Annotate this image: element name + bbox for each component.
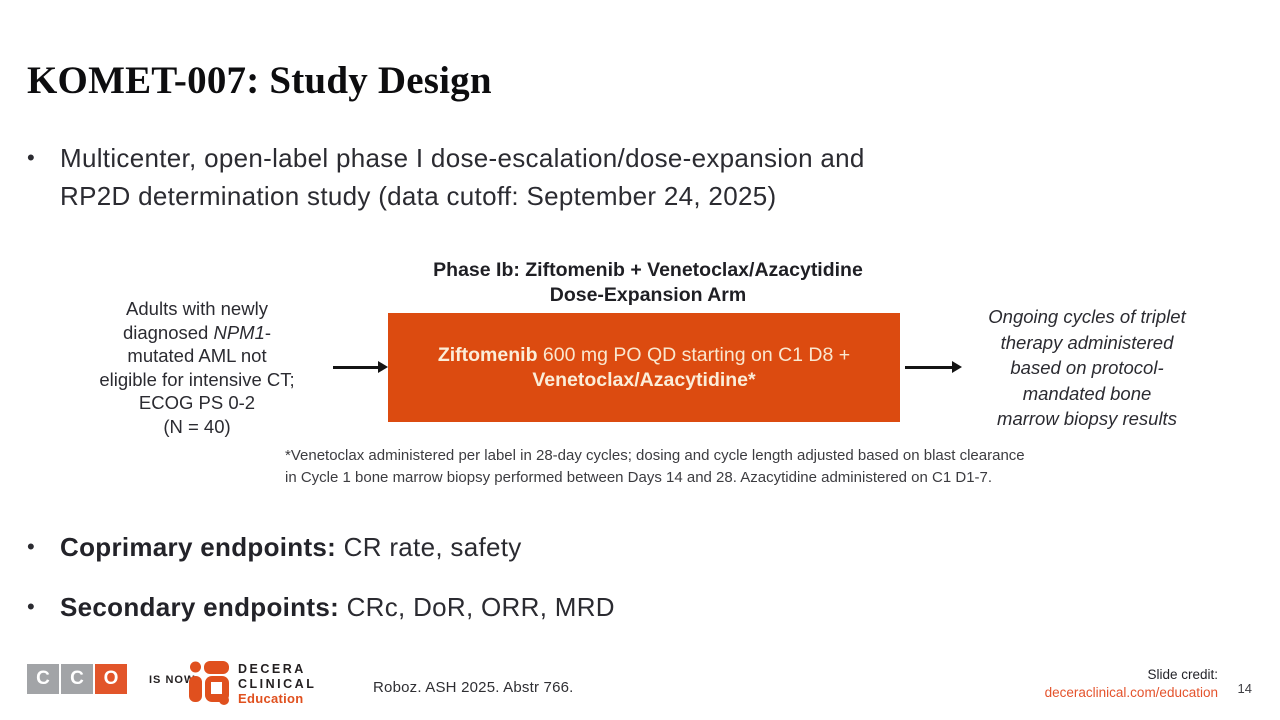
secondary-endpoints-label: Secondary endpoints: — [60, 592, 340, 622]
decera-logo-line1: DECERA — [238, 662, 306, 676]
population-text-part2: - mutated AML not eligible for intensive… — [99, 321, 295, 437]
bullet-marker: • — [27, 145, 36, 170]
page-title: KOMET-007: Study Design — [27, 59, 492, 102]
decera-clinical-logo: DECERA CLINICAL Education — [189, 660, 316, 706]
decera-logo-icon — [189, 661, 229, 705]
page-number: 14 — [1237, 681, 1252, 696]
slide-credit: Slide credit: deceraclinical.com/educati… — [1045, 666, 1218, 702]
intro-bullet-text: Multicenter, open-label phase I dose-esc… — [60, 143, 865, 211]
cco-logo-letter-c2: C — [61, 664, 93, 694]
bullet-marker: • — [27, 534, 36, 559]
secondary-endpoints-text: Secondary endpoints: CRc, DoR, ORR, MRD — [60, 588, 615, 626]
combo-drugs-bold: Venetoclax/Azacytidine* — [532, 368, 756, 391]
venetoclax-footnote: *Venetoclax administered per label in 28… — [285, 447, 1025, 486]
secondary-endpoints-value: CRc, DoR, ORR, MRD — [339, 592, 615, 622]
dose-schedule-text: 600 mg PO QD starting on C1 D8 + — [537, 343, 851, 366]
cco-logo: C C O — [27, 664, 127, 694]
population-description: Adults with newly diagnosed NPM1- mutate… — [60, 297, 334, 438]
arm-header: Phase Ib: Ziftomenib + Venetoclax/Azacyt… — [433, 259, 863, 306]
coprimary-endpoints-value: CR rate, safety — [336, 532, 522, 562]
intro-bullet: • Multicenter, open-label phase I dose-e… — [27, 139, 1247, 215]
slide-credit-label: Slide credit: — [1147, 667, 1218, 682]
bullet-marker: • — [27, 594, 36, 619]
population-text-part1: Adults with newly diagnosed — [122, 298, 268, 343]
treatment-box: Ziftomenib 600 mg PO QD starting on C1 D… — [388, 313, 900, 422]
outcome-description: Ongoing cycles of triplet therapy admini… — [988, 306, 1186, 429]
flow-arrow-right — [905, 361, 962, 373]
treatment-line-2: Venetoclax/Azacytidine* — [388, 368, 900, 393]
secondary-endpoints-bullet: • Secondary endpoints: CRc, DoR, ORR, MR… — [27, 588, 615, 626]
citation-text: Roboz. ASH 2025. Abstr 766. — [373, 679, 574, 696]
drug-name-bold: Ziftomenib — [437, 343, 538, 366]
coprimary-endpoints-label: Coprimary endpoints: — [60, 532, 337, 562]
gene-name-italic: NPM1 — [213, 321, 265, 343]
treatment-line-1: Ziftomenib 600 mg PO QD starting on C1 D… — [388, 343, 900, 368]
is-now-label: IS NOW — [149, 674, 196, 686]
cco-logo-letter-c1: C — [27, 664, 59, 694]
flow-arrow-left — [333, 361, 388, 373]
decera-logo-education: Education — [238, 691, 304, 706]
coprimary-endpoints-text: Coprimary endpoints: CR rate, safety — [60, 528, 522, 566]
decera-logo-line2: CLINICAL — [238, 676, 317, 691]
slide-credit-link[interactable]: deceraclinical.com/education — [1044, 685, 1218, 700]
coprimary-endpoints-bullet: • Coprimary endpoints: CR rate, safety — [27, 528, 522, 566]
cco-logo-letter-o: O — [95, 664, 127, 694]
decera-logo-text: DECERA CLINICAL Education — [238, 660, 316, 706]
